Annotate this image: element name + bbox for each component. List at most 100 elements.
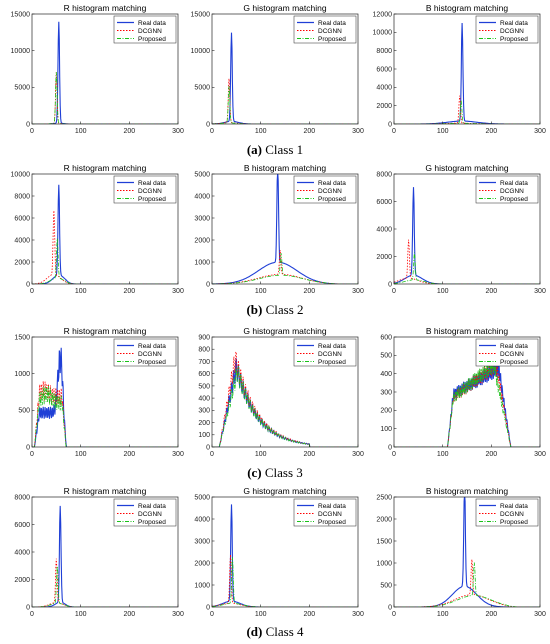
chart-panel: B histogram matching 0 100 200 300 0 500 1000 15…: [376, 486, 546, 618]
legend-label: Real data: [138, 343, 166, 350]
series-line-proposed: [32, 72, 178, 124]
legend-label: Real data: [318, 20, 346, 27]
y-tick-label: 2000: [194, 560, 210, 567]
y-tick-label: 0: [26, 281, 30, 288]
y-tick-label: 3000: [194, 215, 210, 222]
series-line-proposed: [212, 253, 358, 284]
series-line-proposed: [394, 100, 540, 124]
y-tick-label: 0: [388, 281, 392, 288]
x-tick-label: 200: [485, 611, 497, 618]
x-tick-label: 300: [534, 611, 546, 618]
caption-text: Class 4: [265, 624, 304, 639]
x-tick-label: 100: [75, 128, 87, 135]
legend-label: Real data: [500, 20, 528, 27]
y-tick-label: 500: [380, 353, 392, 360]
plot-frame: [31, 13, 179, 125]
legend-box: [475, 175, 539, 204]
caption-text: Class 2: [265, 302, 304, 317]
x-tick-label: 300: [534, 288, 546, 295]
x-tick-label: 200: [303, 611, 315, 618]
y-tick-label: 0: [206, 281, 210, 288]
y-tick-label: 800: [198, 347, 210, 354]
y-tick-label: 2000: [376, 254, 392, 261]
legend-label: DCGNN: [318, 28, 342, 35]
legend-box: [475, 15, 539, 44]
legend-label: Proposed: [318, 519, 346, 526]
chart-panel: R histogram matching 0 100 200 300 0 2000 4000 6…: [11, 163, 184, 295]
y-tick-label: 4000: [376, 85, 392, 92]
y-tick-label: 2000: [376, 516, 392, 523]
legend-label: DCGNN: [138, 188, 162, 195]
y-tick-label: 0: [388, 121, 392, 128]
legend-box: [113, 15, 177, 44]
x-tick-label: 100: [75, 288, 87, 295]
caption-letter: (d): [246, 624, 263, 639]
series-line-dcgnn: [32, 558, 178, 607]
y-tick-label: 6000: [376, 199, 392, 206]
plot-frame: [211, 13, 359, 125]
legend-label: Proposed: [138, 196, 166, 203]
x-tick-label: 300: [352, 451, 364, 458]
series-line-proposed: [394, 358, 540, 447]
series-line-real: [212, 32, 358, 124]
y-tick-label: 0: [206, 444, 210, 451]
x-tick-label: 300: [534, 451, 546, 458]
x-tick-label: 300: [352, 611, 364, 618]
series-line-real: [394, 497, 540, 607]
y-tick-label: 6000: [376, 66, 392, 73]
legend-label: DCGNN: [500, 28, 524, 35]
chart-title: G histogram matching: [425, 163, 508, 173]
legend-label: Real data: [318, 180, 346, 187]
x-tick-label: 0: [392, 451, 396, 458]
chart-title: R histogram matching: [64, 3, 147, 13]
series-line-dcgnn: [394, 356, 540, 447]
legend-box: [293, 175, 357, 204]
legend-label: DCGNN: [318, 351, 342, 358]
x-tick-label: 0: [210, 128, 214, 135]
x-tick-label: 200: [485, 128, 497, 135]
x-tick-label: 100: [437, 288, 449, 295]
chart-title: B histogram matching: [426, 3, 508, 13]
y-tick-label: 10000: [373, 30, 393, 37]
legend-box: [113, 498, 177, 527]
series-line-real: [394, 361, 540, 447]
legend-label: Proposed: [318, 36, 346, 43]
plot-frame: [211, 173, 359, 285]
legend-label: DCGNN: [500, 351, 524, 358]
legend-label: Proposed: [500, 36, 528, 43]
x-tick-label: 100: [255, 451, 267, 458]
series-line-real: [32, 21, 178, 124]
y-tick-label: 600: [380, 334, 392, 341]
legend-box: [113, 175, 177, 204]
series-line-dcgnn: [32, 72, 178, 124]
caption-class-3: (c) Class 3: [0, 465, 550, 481]
y-tick-label: 4000: [194, 193, 210, 200]
x-tick-label: 100: [437, 128, 449, 135]
chart-title: R histogram matching: [64, 486, 147, 496]
series-line-real: [394, 187, 540, 284]
legend-label: DCGNN: [138, 351, 162, 358]
y-tick-label: 1000: [194, 582, 210, 589]
x-tick-label: 300: [172, 451, 184, 458]
legend-box: [475, 498, 539, 527]
series-line-real: [394, 22, 540, 124]
y-tick-label: 4000: [376, 226, 392, 233]
legend-box: [475, 338, 539, 367]
series-line-proposed: [32, 566, 178, 607]
chart-panel: B histogram matching 0 100 200 300 0 100 200 300…: [380, 326, 546, 458]
y-tick-label: 6000: [14, 522, 30, 529]
legend-label: DCGNN: [138, 511, 162, 518]
y-tick-label: 2000: [376, 103, 392, 110]
y-tick-label: 15000: [191, 11, 211, 18]
legend-label: Real data: [138, 503, 166, 510]
y-tick-label: 10000: [11, 48, 31, 55]
legend-label: Proposed: [138, 359, 166, 366]
caption-text: Class 1: [265, 142, 304, 157]
legend-label: Proposed: [138, 36, 166, 43]
series-line-dcgnn: [394, 239, 540, 284]
series-line-real: [212, 504, 358, 607]
chart-panel: G histogram matching 0 100 200 300 0 2000 4000 6…: [376, 163, 546, 295]
y-tick-label: 8000: [376, 48, 392, 55]
x-tick-label: 0: [210, 288, 214, 295]
